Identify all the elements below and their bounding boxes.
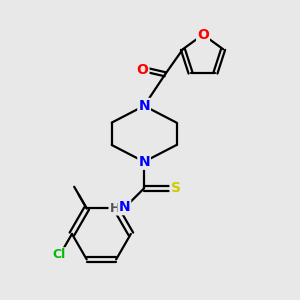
Text: N: N	[138, 155, 150, 169]
Text: H: H	[110, 202, 120, 214]
Text: Cl: Cl	[52, 248, 65, 261]
Text: O: O	[136, 63, 148, 77]
Text: N: N	[118, 200, 130, 214]
Text: O: O	[197, 28, 209, 42]
Text: N: N	[138, 99, 150, 113]
Text: S: S	[171, 181, 181, 195]
